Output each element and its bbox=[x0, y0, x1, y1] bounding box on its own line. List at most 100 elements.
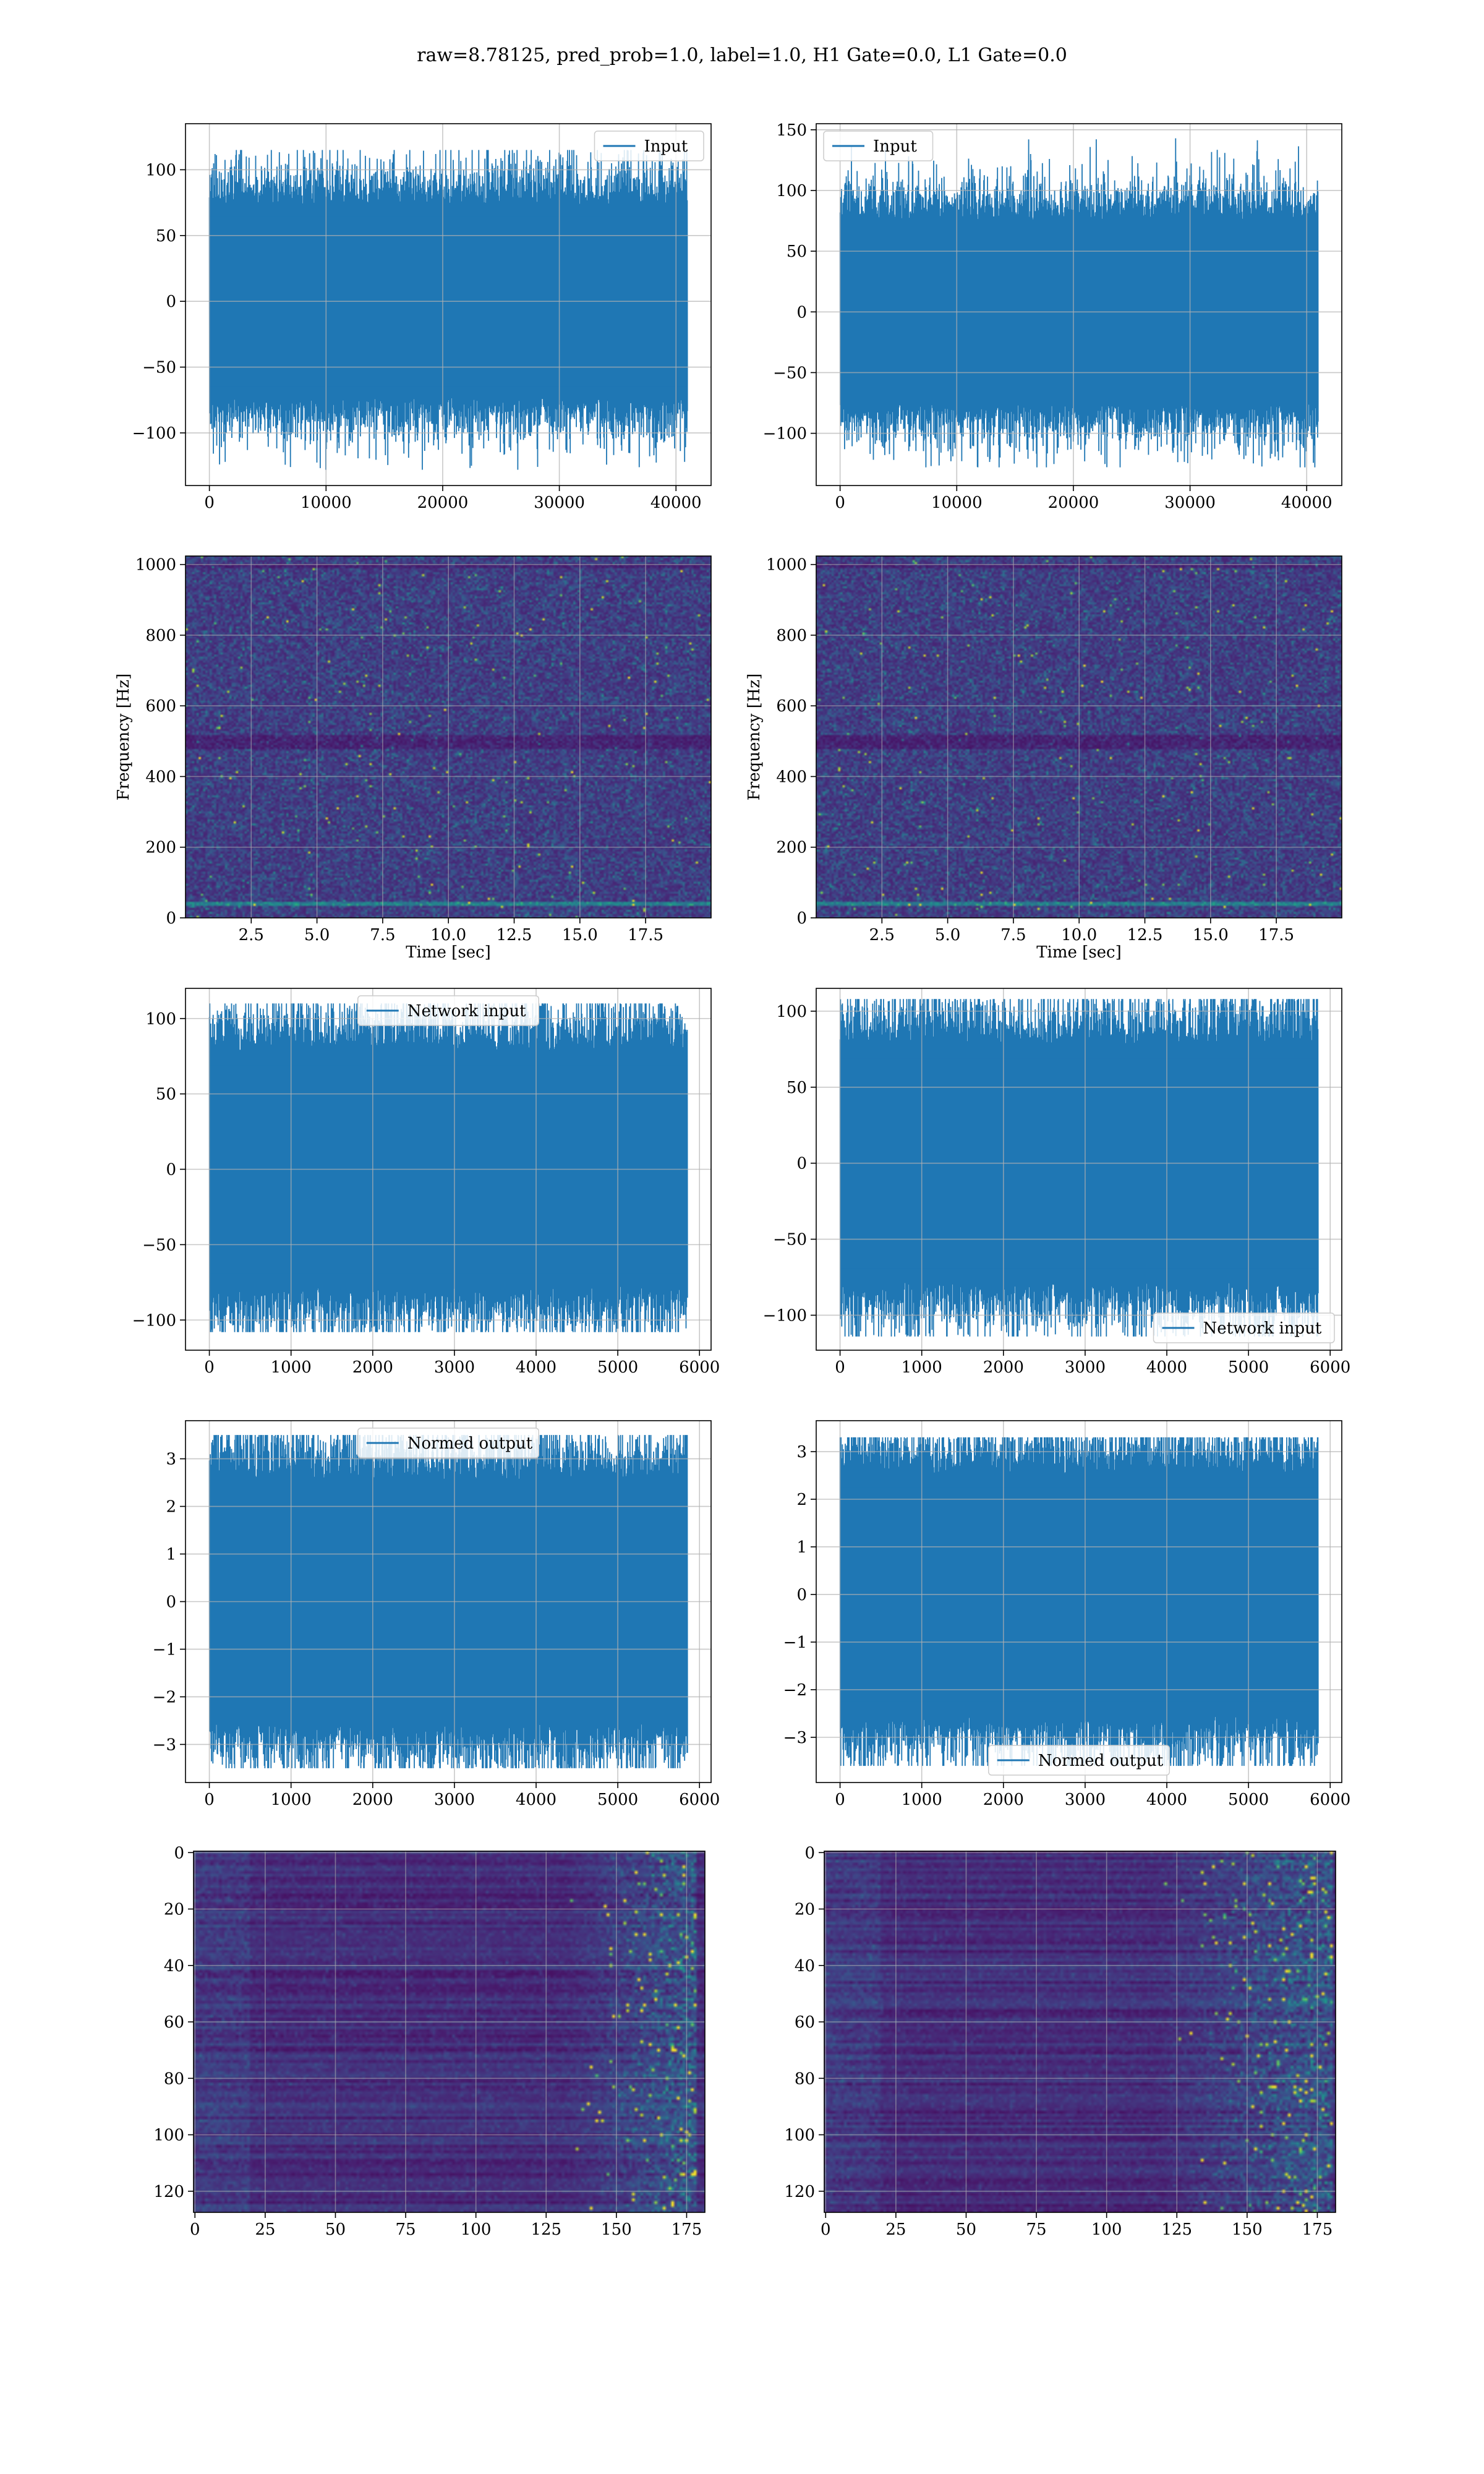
x-tick-label: 40000 bbox=[1281, 494, 1333, 512]
ticks: 0 1000 2000 3000 4000 5000 6000 −100 −50 0 50 100 bbox=[763, 1003, 1351, 1377]
x-tick-label: 17.5 bbox=[628, 926, 663, 944]
x-tick-label: 2.5 bbox=[869, 926, 895, 944]
subplot-l1-input: 0 10000 20000 30000 40000 −100 −50 0 50 100 150 Inp… bbox=[763, 121, 1342, 512]
x-tick-label: 50 bbox=[325, 2220, 346, 2239]
y-tick-label: −50 bbox=[773, 364, 807, 382]
y-tick-label: 0 bbox=[804, 1844, 815, 1862]
y-tick-label: −100 bbox=[763, 1306, 807, 1325]
y-tick-label: 2 bbox=[166, 1498, 176, 1517]
x-axis-label: Time [sec] bbox=[406, 943, 491, 962]
y-tick-label: 100 bbox=[776, 1003, 807, 1021]
y-tick-label: 200 bbox=[776, 839, 807, 857]
y-tick-label: 50 bbox=[156, 1085, 176, 1104]
legend-label: Input bbox=[644, 137, 688, 156]
subplot-h1-network-input: 0 1000 2000 3000 4000 5000 6000 −100 −50 0 50 100 Ne… bbox=[132, 988, 720, 1377]
y-tick-label: 100 bbox=[145, 1010, 176, 1029]
y-tick-label: 50 bbox=[156, 227, 176, 246]
subplots: 0 10000 20000 30000 40000−100−50050100Input0… bbox=[114, 121, 1350, 2239]
subplot-h1-input: 0 10000 20000 30000 40000 −100 −50 0 50 100 Input bbox=[132, 123, 712, 512]
y-tick-label: −1 bbox=[783, 1633, 807, 1652]
x-tick-label: 20000 bbox=[417, 494, 469, 512]
subplot-l1-spectrogram: 2.5 5.0 7.5 10.0 12.5 15.0 17.5 0 200 400 600 800 10… bbox=[745, 555, 1342, 962]
x-tick-label: 5000 bbox=[597, 1358, 638, 1377]
y-tick-label: −100 bbox=[132, 424, 176, 443]
axes-frame bbox=[824, 1851, 1336, 2213]
x-tick-label: 25 bbox=[255, 2220, 275, 2239]
y-tick-label: 0 bbox=[796, 909, 807, 928]
y-tick-label: 50 bbox=[787, 1079, 807, 1097]
y-tick-label: 1 bbox=[796, 1538, 807, 1557]
ticks: 0 1000 2000 3000 4000 5000 6000 −3 −2 −1 0 1 2 3 bbox=[783, 1443, 1351, 1809]
x-tick-label: 7.5 bbox=[1000, 926, 1026, 944]
x-tick-label: 0 bbox=[835, 1791, 845, 1809]
y-tick-label: 0 bbox=[174, 1844, 184, 1862]
x-tick-label: 1000 bbox=[271, 1791, 312, 1809]
x-tick-label: 5.0 bbox=[935, 926, 960, 944]
y-tick-label: 800 bbox=[145, 627, 176, 645]
y-tick-label: 0 bbox=[796, 303, 807, 322]
y-axis-label: Frequency [Hz] bbox=[114, 674, 133, 801]
y-tick-label: 1 bbox=[166, 1546, 176, 1564]
y-tick-label: 50 bbox=[787, 242, 807, 261]
x-tick-label: 15.0 bbox=[1193, 926, 1229, 944]
y-tick-label: 0 bbox=[166, 1161, 176, 1179]
y-tick-label: 800 bbox=[776, 627, 807, 645]
x-tick-label: 6000 bbox=[679, 1791, 720, 1809]
x-tick-label: 30000 bbox=[1164, 494, 1216, 512]
y-tick-label: 0 bbox=[796, 1586, 807, 1604]
y-tick-label: −100 bbox=[763, 425, 807, 443]
legend-box bbox=[1153, 1312, 1335, 1343]
subplot-l1-feature-map: 0 25 50 75 100 125 150 175 0 20 40 60 80 100 120 bbox=[784, 1844, 1336, 2239]
x-tick-label: 4000 bbox=[516, 1358, 556, 1377]
y-tick-label: 100 bbox=[145, 161, 176, 179]
subplot-l1-network-input: 0 1000 2000 3000 4000 5000 6000 −100 −50 0 50 100 Ne… bbox=[763, 988, 1351, 1377]
y-tick-label: 400 bbox=[145, 768, 176, 786]
x-tick-label: 0 bbox=[821, 2220, 831, 2239]
legend-box bbox=[988, 1745, 1170, 1776]
axes-frame bbox=[816, 1420, 1342, 1783]
x-tick-label: 4000 bbox=[1146, 1791, 1187, 1809]
x-tick-label: 5000 bbox=[597, 1791, 638, 1809]
y-tick-label: 100 bbox=[776, 182, 807, 200]
plot-area bbox=[839, 999, 1319, 1337]
x-tick-label: 5000 bbox=[1228, 1358, 1269, 1377]
y-tick-label: −3 bbox=[153, 1736, 176, 1754]
x-tick-label: 125 bbox=[531, 2220, 561, 2239]
x-tick-label: 100 bbox=[461, 2220, 492, 2239]
y-tick-label: −50 bbox=[773, 1231, 807, 1249]
x-tick-label: 12.5 bbox=[1127, 926, 1163, 944]
x-tick-label: 3000 bbox=[434, 1358, 475, 1377]
y-tick-label: 60 bbox=[795, 2013, 815, 2032]
y-tick-label: −2 bbox=[783, 1681, 807, 1700]
legend-box bbox=[357, 1427, 539, 1458]
y-tick-label: 40 bbox=[164, 1957, 184, 1975]
y-tick-label: 60 bbox=[164, 2013, 184, 2032]
legend-box bbox=[594, 131, 704, 161]
x-tick-label: 6000 bbox=[679, 1358, 720, 1377]
legend-label: Input bbox=[873, 137, 917, 156]
y-tick-label: −50 bbox=[142, 1236, 176, 1254]
x-tick-label: 175 bbox=[1302, 2220, 1333, 2239]
x-tick-label: 2000 bbox=[983, 1791, 1024, 1809]
x-tick-label: 175 bbox=[672, 2220, 702, 2239]
y-tick-label: 2 bbox=[796, 1491, 807, 1509]
x-tick-label: 75 bbox=[1026, 2220, 1047, 2239]
heatmap-image bbox=[194, 1851, 705, 2212]
ticks: 0 10000 20000 30000 40000 −100 −50 0 50 100 150 bbox=[763, 121, 1333, 512]
x-tick-label: 0 bbox=[835, 494, 845, 512]
legend-box bbox=[823, 131, 934, 161]
x-tick-label: 6000 bbox=[1310, 1791, 1350, 1809]
figure-title: raw=8.78125, pred_prob=1.0, label=1.0, H… bbox=[417, 45, 1067, 66]
legend: Normed output bbox=[357, 1427, 539, 1458]
plot-area bbox=[194, 1851, 705, 2212]
x-tick-label: 10000 bbox=[931, 494, 983, 512]
x-tick-label: 2000 bbox=[352, 1358, 393, 1377]
x-tick-label: 125 bbox=[1161, 2220, 1192, 2239]
x-tick-label: 30000 bbox=[534, 494, 585, 512]
legend-box bbox=[357, 995, 539, 1026]
x-tick-label: 4000 bbox=[516, 1791, 556, 1809]
y-tick-label: 80 bbox=[164, 2070, 184, 2088]
x-tick-label: 75 bbox=[396, 2220, 416, 2239]
x-tick-label: 2000 bbox=[352, 1791, 393, 1809]
